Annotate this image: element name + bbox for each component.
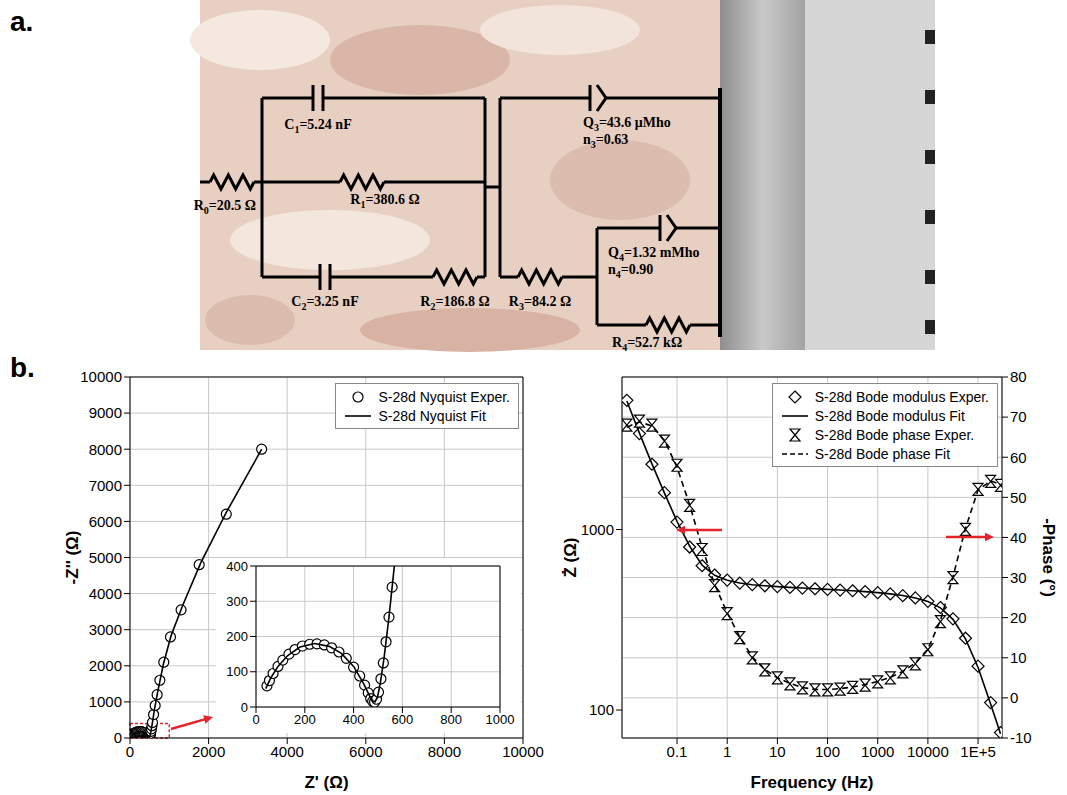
html-text:a.: a. bbox=[10, 6, 34, 37]
svg-text:Q4=1.32 mMho: Q4=1.32 mMho bbox=[608, 245, 700, 263]
html-text:b.: b. bbox=[10, 352, 35, 383]
svg-text:3000: 3000 bbox=[89, 621, 122, 638]
html-text:S-28d Bode modulus Fit: S-28d Bode modulus Fit bbox=[814, 407, 965, 424]
svg-text:7000: 7000 bbox=[89, 477, 122, 494]
svg-text:R1=380.6 Ω: R1=380.6 Ω bbox=[350, 192, 419, 210]
svg-text:Q3=43.6 μMho: Q3=43.6 μMho bbox=[583, 115, 671, 133]
svg-text:8000: 8000 bbox=[428, 743, 461, 760]
svg-text:60: 60 bbox=[1010, 449, 1027, 466]
html-text:S-28d Bode phase Exper.: S-28d Bode phase Exper. bbox=[814, 426, 975, 443]
svg-text:200: 200 bbox=[294, 712, 316, 727]
svg-text:10000: 10000 bbox=[502, 743, 544, 760]
svg-text:6000: 6000 bbox=[349, 743, 382, 760]
svg-text:4000: 4000 bbox=[89, 585, 122, 602]
svg-text:0: 0 bbox=[126, 743, 134, 760]
svg-text:400: 400 bbox=[226, 559, 248, 574]
html-text:S-28d Nyquist Exper.: S-28d Nyquist Exper. bbox=[378, 388, 510, 405]
svg-text:0: 0 bbox=[252, 712, 259, 727]
svg-text:20: 20 bbox=[1010, 609, 1027, 626]
html-text:S-28d Nyquist Fit: S-28d Nyquist Fit bbox=[378, 407, 486, 424]
svg-text:100: 100 bbox=[589, 701, 614, 718]
svg-text:1E+5: 1E+5 bbox=[960, 743, 995, 760]
svg-text:1000: 1000 bbox=[581, 521, 614, 538]
svg-text:80: 80 bbox=[1010, 368, 1027, 385]
svg-text:0: 0 bbox=[241, 700, 248, 715]
svg-text:9000: 9000 bbox=[89, 404, 122, 421]
svg-text:R4=52.7 kΩ: R4=52.7 kΩ bbox=[612, 335, 682, 353]
svg-text:6000: 6000 bbox=[89, 513, 122, 530]
svg-text:40: 40 bbox=[1010, 529, 1027, 546]
svg-text:R3=84.2 Ω: R3=84.2 Ω bbox=[509, 294, 571, 312]
svg-text:70: 70 bbox=[1010, 408, 1027, 425]
svg-text:100: 100 bbox=[226, 664, 248, 679]
svg-text:Ż (Ω): Ż (Ω) bbox=[561, 537, 580, 577]
svg-text:2000: 2000 bbox=[192, 743, 225, 760]
html-text:S-28d Bode phase Fit: S-28d Bode phase Fit bbox=[814, 445, 951, 462]
svg-text:R0=20.5 Ω: R0=20.5 Ω bbox=[194, 198, 256, 216]
html-text:S-28d Bode modulus Exper.: S-28d Bode modulus Exper. bbox=[814, 388, 989, 405]
svg-text:Z' (Ω): Z' (Ω) bbox=[304, 773, 348, 792]
svg-text:400: 400 bbox=[343, 712, 365, 727]
svg-text:0.1: 0.1 bbox=[667, 743, 688, 760]
svg-text:5000: 5000 bbox=[89, 549, 122, 566]
svg-text:1000: 1000 bbox=[861, 743, 894, 760]
svg-text:R2=186.8 Ω: R2=186.8 Ω bbox=[420, 294, 489, 312]
svg-text:30: 30 bbox=[1010, 569, 1027, 586]
svg-text:n4=0.90: n4=0.90 bbox=[608, 262, 653, 280]
svg-text:C2=3.25 nF: C2=3.25 nF bbox=[291, 294, 358, 312]
svg-text:10000: 10000 bbox=[907, 743, 949, 760]
svg-text:0: 0 bbox=[114, 729, 122, 746]
svg-text:4000: 4000 bbox=[271, 743, 304, 760]
svg-text:8000: 8000 bbox=[89, 441, 122, 458]
svg-text:0: 0 bbox=[1010, 689, 1018, 706]
svg-text:50: 50 bbox=[1010, 489, 1027, 506]
svg-text:1000: 1000 bbox=[89, 693, 122, 710]
svg-text:-10: -10 bbox=[1010, 729, 1032, 746]
svg-text:n3=0.63: n3=0.63 bbox=[583, 132, 628, 150]
svg-text:800: 800 bbox=[440, 712, 462, 727]
svg-text:10: 10 bbox=[1010, 649, 1027, 666]
svg-text:300: 300 bbox=[226, 594, 248, 609]
svg-text:1000: 1000 bbox=[486, 712, 515, 727]
svg-text:Frequency (Hz): Frequency (Hz) bbox=[751, 773, 874, 792]
svg-text:-Z'' (Ω): -Z'' (Ω) bbox=[63, 531, 82, 585]
svg-text:200: 200 bbox=[226, 629, 248, 644]
svg-text:600: 600 bbox=[392, 712, 414, 727]
svg-text:1: 1 bbox=[723, 743, 731, 760]
svg-text:100: 100 bbox=[815, 743, 840, 760]
svg-text:10: 10 bbox=[769, 743, 786, 760]
svg-text:2000: 2000 bbox=[89, 657, 122, 674]
svg-text:C1=5.24 nF: C1=5.24 nF bbox=[284, 117, 351, 135]
svg-text:-Phase (°): -Phase (°) bbox=[1039, 518, 1058, 597]
svg-text:10000: 10000 bbox=[80, 368, 122, 385]
